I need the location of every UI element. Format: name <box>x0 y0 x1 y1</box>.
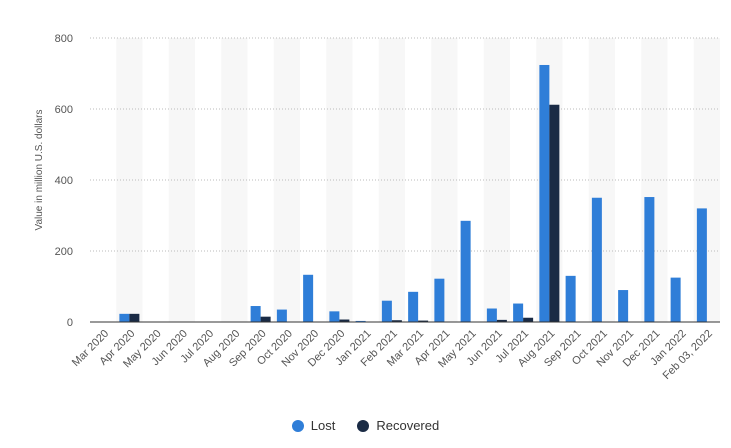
bar-lost[interactable] <box>303 274 314 322</box>
bar-lost[interactable] <box>408 291 419 322</box>
category-band <box>273 38 300 322</box>
bar-recovered[interactable] <box>418 320 429 322</box>
y-axis-ticks: 0 200 400 600 800 <box>55 33 73 329</box>
bar-lost[interactable] <box>381 300 392 322</box>
y-tick-label: 400 <box>55 175 73 187</box>
bar-lost[interactable] <box>670 277 681 322</box>
bar-lost[interactable] <box>460 220 471 322</box>
bars <box>119 64 707 323</box>
legend: Lost Recovered <box>0 418 731 433</box>
legend-marker-recovered <box>357 419 370 432</box>
bar-lost[interactable] <box>591 197 602 322</box>
bar-lost[interactable] <box>565 275 576 322</box>
y-tick-label: 600 <box>55 104 73 116</box>
bar-recovered[interactable] <box>129 313 140 322</box>
bar-lost[interactable] <box>434 278 445 322</box>
legend-label-recovered: Recovered <box>376 418 440 433</box>
y-tick-label: 200 <box>55 246 73 258</box>
bar-recovered[interactable] <box>496 319 507 322</box>
bar-lost[interactable] <box>329 311 340 322</box>
category-bands <box>116 38 720 322</box>
legend-item-recovered[interactable]: Recovered <box>357 418 439 433</box>
bar-lost[interactable] <box>119 313 130 322</box>
gridlines <box>90 37 720 252</box>
category-band <box>483 38 510 322</box>
bar-lost[interactable] <box>513 303 524 322</box>
category-band <box>378 38 405 322</box>
legend-label-lost: Lost <box>310 418 336 433</box>
category-band <box>168 38 195 322</box>
bar-lost[interactable] <box>276 309 287 322</box>
legend-marker-lost <box>291 419 304 432</box>
bar-recovered[interactable] <box>523 317 534 322</box>
bar-lost[interactable] <box>486 308 497 322</box>
bar-lost[interactable] <box>250 306 261 322</box>
bar-recovered[interactable] <box>549 104 560 323</box>
bar-lost[interactable] <box>696 208 707 322</box>
y-tick-label: 0 <box>67 317 73 329</box>
bar-lost[interactable] <box>644 197 655 322</box>
y-axis-label: Value in million U.S. dollars <box>34 110 45 231</box>
bar-recovered[interactable] <box>260 316 271 322</box>
bar-lost[interactable] <box>618 290 629 322</box>
bar-recovered[interactable] <box>391 320 402 322</box>
bar-recovered[interactable] <box>339 319 350 322</box>
y-tick-label: 800 <box>55 33 73 45</box>
legend-item-lost[interactable]: Lost <box>291 418 336 433</box>
bar-lost[interactable] <box>539 64 550 322</box>
bar-lost[interactable] <box>355 320 366 322</box>
